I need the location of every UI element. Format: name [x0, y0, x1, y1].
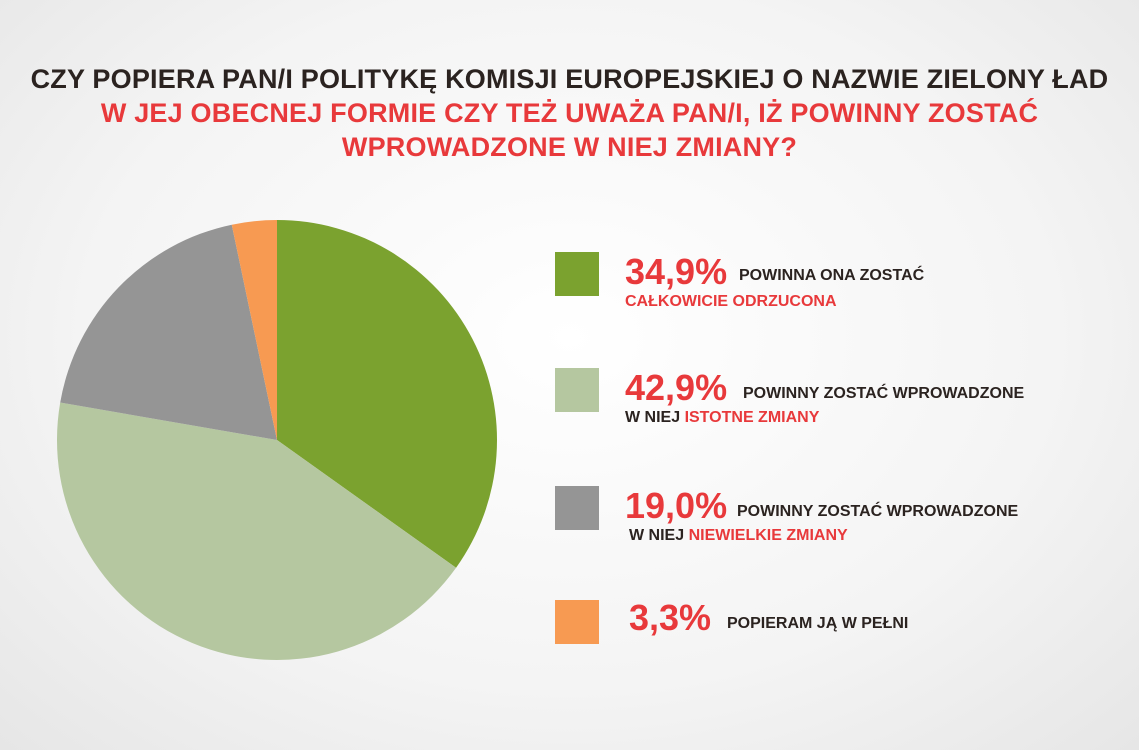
legend-text-dark: W NIEJ [629, 527, 689, 544]
legend-text-red: ISTOTNE ZMIANY [684, 409, 820, 426]
pie-slice-full-support [231, 220, 277, 440]
legend-text-line2: W NIEJ ISTOTNE ZMIANY [625, 408, 819, 428]
legend-text-red: CAŁKOWICIE ODRZUCONA [625, 293, 837, 310]
pie-slice-rejected [277, 220, 497, 568]
legend-text-line1: POWINNY ZOSTAĆ WPROWADZONE [737, 503, 1019, 520]
legend-text-line1: POPIERAM JĄ W PEŁNI [727, 615, 909, 632]
legend-swatch-light-green [555, 368, 599, 412]
legend-swatch-green [555, 252, 599, 296]
legend-text-dark: W NIEJ [625, 409, 685, 426]
legend-text-red: NIEWIELKIE ZMIANY [688, 527, 848, 544]
legend-swatch-orange [555, 600, 599, 644]
legend-pct: 42,9% [625, 367, 728, 408]
legend-pct: 3,3% [629, 597, 712, 638]
pie-slice-minor-changes [60, 224, 278, 440]
legend-text-line2: W NIEJ NIEWIELKIE ZMIANY [629, 526, 848, 546]
pie-slice-major-changes [56, 402, 457, 661]
legend-text-line1: POWINNY ZOSTAĆ WPROWADZONE [743, 385, 1025, 402]
legend-text-line1: POWINNA ONA ZOSTAĆ [739, 267, 925, 284]
legend-swatch-gray [555, 486, 599, 530]
title-line-1: CZY POPIERA PAN/I POLITYKĘ KOMISJI EUROP… [30, 64, 1109, 94]
chart-title: CZY POPIERA PAN/I POLITYKĘ KOMISJI EUROP… [0, 62, 1139, 164]
legend-pct: 19,0% [625, 485, 728, 526]
legend-text-line2: CAŁKOWICIE ODRZUCONA [625, 292, 837, 312]
title-line-3: WPROWADZONE W NIEJ ZMIANY? [341, 132, 798, 162]
legend-pct: 34,9% [625, 251, 728, 292]
title-line-2: W JEJ OBECNEJ FORMIE CZY TEŻ UWAŻA PAN/I… [100, 98, 1039, 128]
